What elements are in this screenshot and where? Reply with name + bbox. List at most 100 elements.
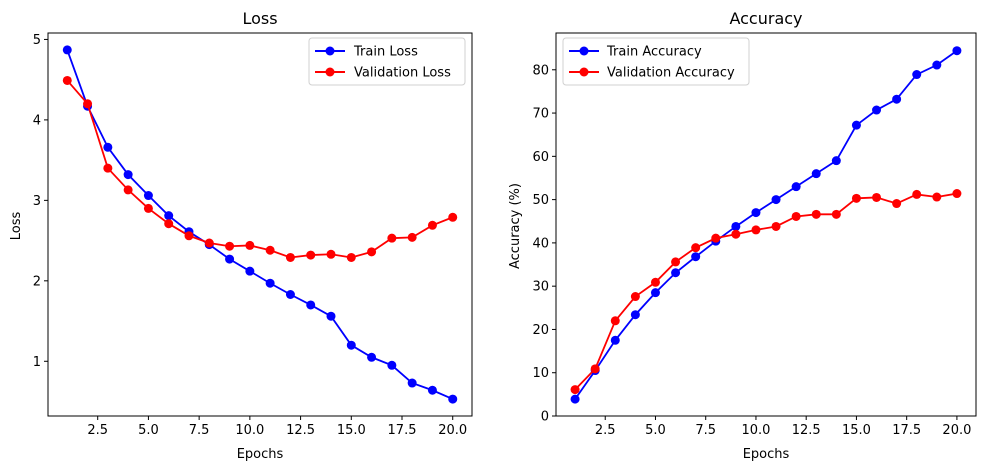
accuracy-x-tick-label: 10.0	[741, 423, 770, 438]
validation-loss-point	[306, 250, 316, 260]
train-loss-point	[427, 385, 437, 395]
validation-loss-point	[103, 163, 113, 173]
train-accuracy-point	[650, 288, 660, 298]
accuracy-y-tick-label: 40	[532, 236, 549, 251]
train-loss-point	[245, 266, 255, 276]
accuracy-x-tick-label: 5.0	[645, 423, 666, 438]
train-accuracy-point	[630, 310, 640, 320]
loss-x-tick-label: 20.0	[438, 423, 467, 438]
train-accuracy-point	[731, 221, 741, 231]
train-accuracy-point	[831, 156, 841, 166]
loss-legend-box	[308, 37, 466, 86]
validation-accuracy-point	[771, 221, 781, 231]
train-loss-point	[123, 170, 133, 180]
accuracy-legend-box	[562, 37, 750, 86]
train-accuracy-point	[952, 46, 962, 56]
train-accuracy-point	[932, 60, 942, 70]
train-loss-point	[306, 300, 316, 310]
train-accuracy-point	[671, 268, 681, 278]
validation-loss-point	[346, 252, 356, 262]
validation-accuracy-point	[650, 277, 660, 287]
validation-loss-point	[245, 240, 255, 250]
loss-y-tick-label: 5	[33, 33, 41, 48]
loss-legend-marker-validation	[325, 67, 335, 77]
accuracy-series-layer	[570, 46, 962, 404]
accuracy-x-tick-label: 20.0	[942, 423, 971, 438]
loss-chart: Loss Epochs Loss 2.5 5.0 7.5 10.0 12.5 15.0 17…	[9, 9, 473, 462]
validation-accuracy-point	[872, 192, 882, 202]
validation-loss-point	[265, 245, 275, 255]
validation-loss-point	[164, 219, 174, 229]
validation-loss-point	[143, 203, 153, 213]
train-loss-point	[367, 352, 377, 362]
loss-x-tick-label: 7.5	[189, 423, 210, 438]
train-loss-point	[62, 45, 72, 55]
validation-loss-point	[184, 231, 194, 241]
loss-y-axis-label: Loss	[9, 212, 24, 241]
validation-accuracy-point	[610, 316, 620, 326]
train-accuracy-point	[791, 182, 801, 192]
validation-accuracy-point	[791, 211, 801, 221]
accuracy-legend-marker-validation	[579, 67, 589, 77]
validation-loss-point	[326, 249, 336, 259]
accuracy-x-tick-label: 15.0	[842, 423, 871, 438]
train-loss-point	[103, 142, 113, 152]
accuracy-x-axis-label: Epochs	[743, 447, 790, 462]
validation-accuracy-point	[691, 243, 701, 253]
accuracy-x-tick-label: 17.5	[892, 423, 921, 438]
train-accuracy-point	[892, 94, 902, 104]
accuracy-legend-label-train: Train Accuracy	[606, 45, 702, 60]
validation-loss-point	[448, 212, 458, 222]
validation-loss-point	[367, 247, 377, 257]
loss-x-tick-label: 10.0	[235, 423, 264, 438]
loss-y-tick-label: 4	[33, 113, 41, 128]
loss-series-layer	[62, 45, 458, 404]
validation-accuracy-point	[912, 189, 922, 199]
accuracy-legend-label-validation: Validation Accuracy	[607, 66, 735, 81]
accuracy-y-tick-label: 60	[532, 150, 549, 165]
accuracy-y-tick-label: 50	[532, 193, 549, 208]
validation-loss-point	[285, 252, 295, 262]
validation-accuracy-point	[671, 257, 681, 267]
validation-loss-point	[123, 185, 133, 195]
validation-accuracy-point	[831, 209, 841, 219]
validation-loss-point	[204, 238, 214, 248]
train-accuracy-point	[912, 70, 922, 80]
loss-legend-marker-train	[325, 46, 335, 56]
train-loss-point	[326, 311, 336, 321]
train-accuracy-point	[570, 394, 580, 404]
loss-legend-label-train: Train Loss	[353, 45, 418, 60]
loss-y-tick-label: 1	[33, 355, 41, 370]
accuracy-y-tick-label: 30	[532, 280, 549, 295]
accuracy-y-tick-label: 0	[541, 410, 549, 425]
validation-accuracy-point	[952, 189, 962, 199]
validation-accuracy-point	[751, 225, 761, 235]
accuracy-legend-marker-train	[579, 46, 589, 56]
validation-loss-point	[407, 232, 417, 242]
train-loss-point	[265, 278, 275, 288]
train-loss-point	[164, 211, 174, 221]
accuracy-plot-frame	[555, 32, 977, 417]
train-accuracy-point	[851, 120, 861, 130]
accuracy-y-tick-label: 70	[532, 107, 549, 122]
loss-x-axis-label: Epochs	[237, 447, 284, 462]
loss-x-tick-label: 12.5	[286, 423, 315, 438]
accuracy-x-tick-label: 2.5	[595, 423, 616, 438]
loss-x-tick-label: 15.0	[337, 423, 366, 438]
loss-chart-title: Loss	[242, 9, 277, 28]
validation-accuracy-point	[731, 229, 741, 239]
train-accuracy-point	[872, 105, 882, 115]
train-loss-point	[346, 340, 356, 350]
accuracy-chart: Accuracy Epochs Accuracy (%) 2.5 5.0 7.5 10…	[508, 9, 977, 462]
train-loss-point	[225, 254, 235, 264]
validation-accuracy-point	[570, 385, 580, 395]
loss-legend-label-validation: Validation Loss	[354, 66, 451, 81]
validation-loss-point	[427, 220, 437, 230]
accuracy-x-tick-label: 12.5	[792, 423, 821, 438]
validation-loss-point	[225, 241, 235, 251]
validation-loss-point	[387, 233, 397, 243]
validation-loss-point	[83, 99, 93, 109]
accuracy-y-tick-label: 20	[532, 323, 549, 338]
